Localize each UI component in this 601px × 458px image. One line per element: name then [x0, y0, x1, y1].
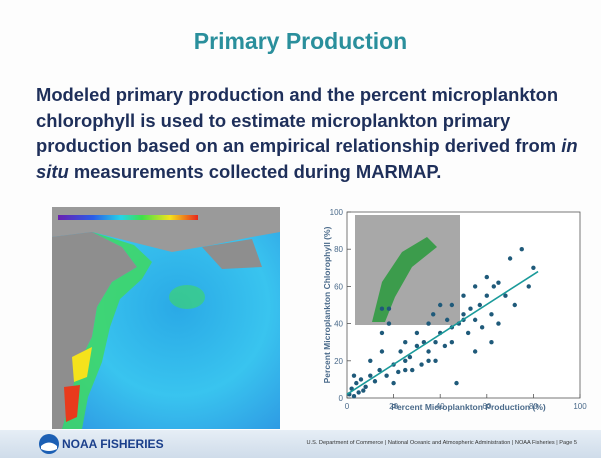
point	[426, 349, 431, 354]
point	[465, 330, 471, 336]
point	[449, 302, 455, 308]
point	[461, 293, 466, 298]
point	[377, 367, 382, 373]
footer: NOAA FISHERIES U.S. Department of Commer…	[0, 430, 601, 458]
fit-line	[346, 270, 539, 395]
y-axis-label: Percent Microplankton Chlorophyll (%)	[322, 226, 332, 383]
point	[484, 274, 489, 280]
point	[438, 302, 443, 308]
point	[503, 293, 508, 298]
point	[398, 349, 403, 354]
point	[472, 317, 478, 323]
x-tick-label: 0	[345, 402, 350, 411]
point	[449, 340, 455, 345]
scatter-chart: 0 20 40 60 80 100 0 20 40 60 80 100 Percent Micropla…	[322, 208, 587, 412]
point	[472, 349, 478, 354]
noaa-logo	[39, 434, 59, 454]
point	[444, 317, 450, 323]
point	[391, 380, 396, 386]
y-tick-label: 0	[339, 394, 344, 403]
point	[507, 256, 513, 261]
point	[361, 388, 366, 393]
x-tick-label: 100	[573, 402, 587, 411]
x-tick-label: 40	[436, 402, 445, 411]
x-axis-label: Percent Microplankton Production (%)	[391, 402, 546, 412]
point	[356, 390, 361, 395]
point	[414, 343, 420, 349]
point	[384, 373, 389, 378]
point	[354, 380, 359, 386]
point	[386, 321, 392, 326]
point	[491, 284, 496, 289]
point	[403, 367, 408, 373]
point	[489, 312, 494, 317]
y-tick-label: 40	[334, 320, 343, 329]
point	[431, 312, 436, 317]
point	[351, 373, 357, 378]
point	[433, 340, 438, 345]
point	[461, 312, 466, 317]
point	[410, 367, 415, 373]
point	[531, 265, 536, 270]
point	[403, 358, 408, 363]
point	[477, 302, 483, 308]
point	[351, 393, 357, 399]
y-tick-label: 100	[330, 208, 344, 217]
point	[403, 340, 408, 345]
footer-text: U.S. Department of Commerce | National O…	[306, 440, 578, 446]
point	[368, 373, 373, 378]
point	[372, 379, 378, 384]
point	[396, 369, 401, 375]
point	[419, 362, 424, 367]
point	[407, 354, 413, 360]
point	[414, 330, 420, 336]
point	[496, 280, 501, 285]
point	[379, 349, 385, 354]
point	[426, 358, 431, 363]
point	[479, 325, 485, 330]
point	[496, 321, 501, 326]
point	[358, 377, 364, 382]
x-tick-label: 20	[389, 402, 398, 411]
point	[379, 306, 385, 311]
point	[379, 330, 385, 336]
point	[368, 358, 373, 363]
body-text: measurements collected during MARMAP.	[73, 160, 442, 182]
point	[472, 284, 478, 289]
map-image	[52, 207, 280, 429]
y-tick-label: 20	[334, 357, 343, 366]
point	[519, 247, 524, 252]
point	[468, 306, 473, 311]
point	[433, 358, 438, 363]
point	[526, 284, 531, 289]
point	[442, 343, 448, 349]
slide-title: Primary Production	[193, 28, 408, 54]
body-text: Modeled primary production and the perce…	[36, 84, 559, 156]
slide-body: Modeled primary production and the perce…	[36, 82, 581, 184]
x-tick-label: 80	[529, 402, 538, 411]
point	[386, 306, 392, 311]
y-tick-label: 60	[334, 282, 343, 291]
x-tick-label: 60	[482, 402, 491, 411]
point	[454, 380, 459, 386]
body-italic: in situ	[36, 135, 578, 182]
y-tick-label: 80	[334, 245, 343, 254]
logo-text: NOAA FISHERIES	[62, 437, 164, 451]
point	[512, 302, 517, 308]
point	[363, 384, 368, 390]
point	[484, 293, 489, 298]
point	[426, 321, 431, 326]
inset-land	[372, 237, 437, 322]
point	[489, 340, 494, 345]
